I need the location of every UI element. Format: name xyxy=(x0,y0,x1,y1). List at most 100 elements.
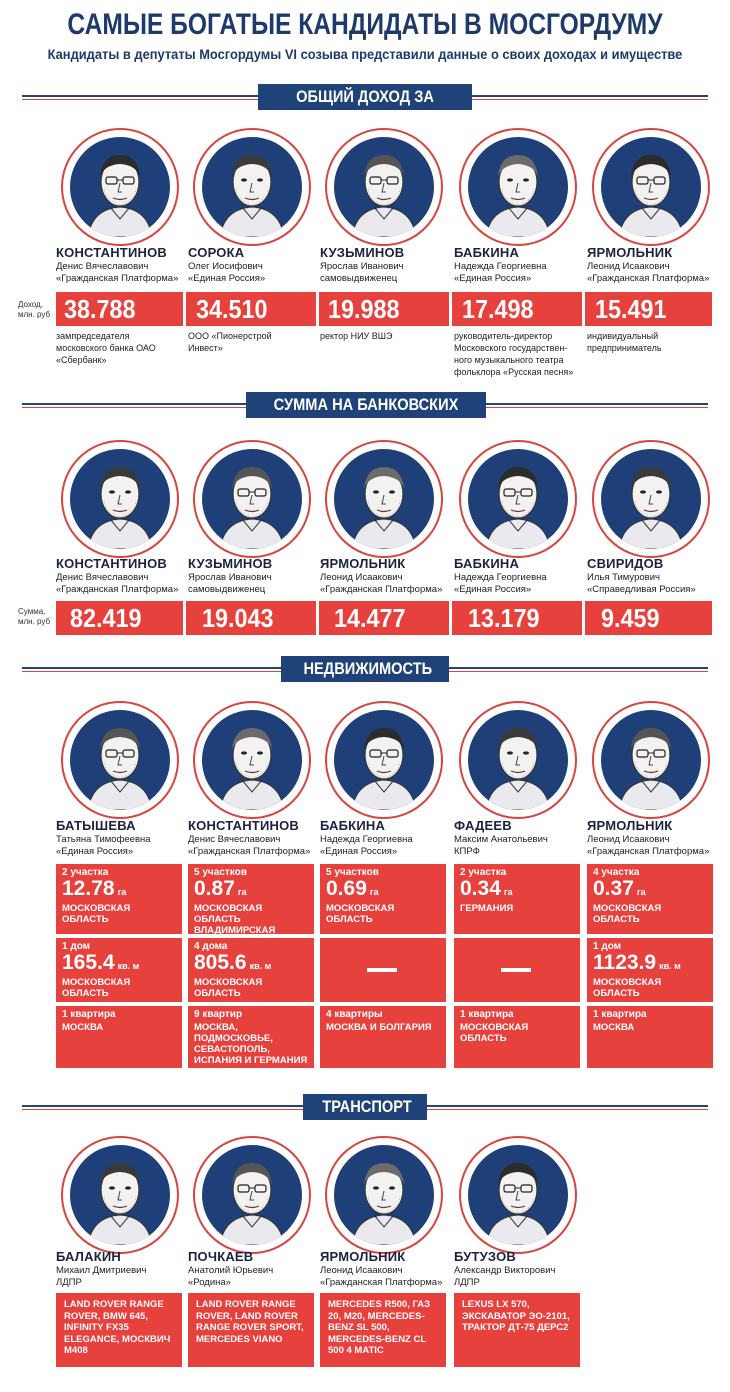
land-value: 0.34 xyxy=(460,877,501,900)
candidate-full-name: Леонид Исаакович xyxy=(587,834,670,845)
candidate-surname: СОРОКА xyxy=(188,245,245,260)
portrait-image xyxy=(334,449,434,549)
house-value-line: 165.4 кв. м xyxy=(62,952,176,977)
candidate-surname: КОНСТАНТИНОВ xyxy=(56,245,167,260)
value-separator xyxy=(582,601,585,635)
bank-value: 13.179 xyxy=(468,601,594,635)
candidate-surname: ЯРМОЛЬНИК xyxy=(320,556,406,571)
candidate-surname: ЯРМОЛЬНИК xyxy=(587,245,673,260)
bank-value: 19.043 xyxy=(202,601,328,635)
value-separator xyxy=(183,292,186,326)
candidate-party: «Гражданская Платформа» xyxy=(320,1277,443,1288)
candidate-surname: БУТУЗОВ xyxy=(454,1249,517,1264)
portrait-illustration xyxy=(618,155,684,237)
candidate-surname: БАБКИНА xyxy=(320,818,386,833)
realty-house-cell: 1 дом 1123.9 кв. м МОСКОВСКАЯ ОБЛАСТЬ xyxy=(587,938,713,1002)
realty-flat-cell: 9 квартир МОСКВА, ПОДМОСКОВЬЕ, СЕВАСТОПОЛ… xyxy=(188,1006,314,1068)
candidate-party: «Справедливая Россия» xyxy=(587,584,696,595)
realty-flat-cell: 1 квартира МОСКВА xyxy=(56,1006,182,1068)
house-unit: кв. м xyxy=(659,961,681,971)
value-separator xyxy=(449,601,452,635)
candidate-full-name: Надежда Георгиевна xyxy=(454,572,547,583)
flat-count: 1 квартира xyxy=(460,1009,514,1020)
portrait-illustration xyxy=(219,155,285,237)
income-value-text: 15.491 xyxy=(595,294,667,324)
land-region: ГЕРМАНИЯ xyxy=(460,903,514,914)
value-separator xyxy=(449,292,452,326)
bank-value: 82.419 xyxy=(70,601,196,635)
candidate-surname: БАБКИНА xyxy=(454,556,520,571)
portrait-frame xyxy=(459,440,577,558)
portrait-illustration xyxy=(485,155,551,237)
income-value-text: 38.788 xyxy=(64,294,136,324)
page-title: САМЫЕ БОГАТЫЕ КАНДИДАТЫ В МОСГОРДУМУ xyxy=(67,8,663,41)
bank-value-text: 9.459 xyxy=(601,603,660,633)
portrait-image xyxy=(70,137,170,237)
income-value: 19.988 xyxy=(328,292,454,326)
realty-house-cell: 4 дома 805.6 кв. м МОСКОВСКАЯ ОБЛАСТЬ xyxy=(188,938,314,1002)
realty-house-cell xyxy=(454,938,580,1002)
portrait-frame xyxy=(592,128,710,246)
bank-row-label: Сумма, млн. руб xyxy=(18,607,51,626)
portrait-image xyxy=(468,1145,568,1245)
flat-region: МОСКВА, ПОДМОСКОВЬЕ, СЕВАСТОПОЛЬ, ИСПАНИ… xyxy=(194,1022,308,1066)
land-value-line: 0.69 га xyxy=(326,878,440,903)
portrait-frame xyxy=(459,128,577,246)
portrait-frame xyxy=(61,701,179,819)
candidate-full-name: Олег Иосифович xyxy=(188,261,263,272)
flat-count: 4 квартиры xyxy=(326,1009,383,1020)
bank-values-bar xyxy=(56,601,712,635)
house-unit: кв. м xyxy=(117,961,140,971)
land-unit: га xyxy=(636,887,646,897)
candidate-full-name: Леонид Исаакович xyxy=(320,1265,403,1276)
value-separator xyxy=(183,601,186,635)
portrait-frame xyxy=(325,701,443,819)
portrait-illustration xyxy=(351,1163,417,1245)
candidate-full-name: Леонид Исаакович xyxy=(587,261,670,272)
income-note: ООО «Пионерстрой Инвест» xyxy=(188,331,272,353)
realty-land-cell: 4 участка 0.37 га МОСКОВСКАЯ ОБЛАСТЬ xyxy=(587,864,713,934)
flat-count: 9 квартир xyxy=(194,1009,243,1020)
candidate-full-name: Татьяна Тимофеевна xyxy=(56,834,151,845)
income-value-text: 17.498 xyxy=(462,294,534,324)
no-data-dash xyxy=(367,968,397,972)
flat-region: МОСКВА xyxy=(593,1022,635,1033)
portrait-frame xyxy=(459,1136,577,1254)
portrait-frame xyxy=(193,1136,311,1254)
portrait-frame xyxy=(193,440,311,558)
house-value-line: 805.6 кв. м xyxy=(194,952,308,977)
portrait-illustration xyxy=(87,155,153,237)
candidate-surname: БАБКИНА xyxy=(454,245,520,260)
candidate-party: «Гражданская Платформа» xyxy=(587,846,710,857)
portrait-image xyxy=(70,449,170,549)
portrait-illustration xyxy=(485,1163,551,1245)
portrait-illustration xyxy=(219,1163,285,1245)
portrait-image xyxy=(202,449,302,549)
portrait-image xyxy=(601,449,701,549)
flat-region: МОСКВА И БОЛГАРИЯ xyxy=(326,1022,432,1033)
candidate-surname: КУЗЬМИНОВ xyxy=(188,556,273,571)
candidate-surname: ЯРМОЛЬНИК xyxy=(320,1249,406,1264)
candidate-party: самовыдвиженец xyxy=(188,584,266,595)
candidate-full-name: Анатолий Юрьевич xyxy=(188,1265,274,1276)
flat-count: 1 квартира xyxy=(593,1009,647,1020)
land-unit: га xyxy=(237,887,247,897)
portrait-illustration xyxy=(618,467,684,549)
land-count: 2 участка xyxy=(62,867,109,878)
house-count: 1 дом xyxy=(62,941,91,952)
candidate-party: ЛДПР xyxy=(56,1277,82,1288)
candidate-surname: ФАДЕЕВ xyxy=(454,818,512,833)
portrait-image xyxy=(468,710,568,810)
value-separator xyxy=(316,292,319,326)
candidate-party: «Родина» xyxy=(188,1277,231,1288)
candidate-party: ЛДПР xyxy=(454,1277,480,1288)
portrait-frame xyxy=(193,701,311,819)
value-separator xyxy=(316,601,319,635)
income-value: 15.491 xyxy=(595,292,721,326)
realty-land-cell: 2 участка 0.34 га ГЕРМАНИЯ xyxy=(454,864,580,934)
candidate-surname: КОНСТАНТИНОВ xyxy=(56,556,167,571)
land-count: 5 участков xyxy=(326,867,379,878)
realty-flat-cell: 4 квартиры МОСКВА И БОЛГАРИЯ xyxy=(320,1006,446,1068)
section-heading-transport: ТРАНСПОРТ xyxy=(303,1094,427,1120)
portrait-illustration xyxy=(351,155,417,237)
